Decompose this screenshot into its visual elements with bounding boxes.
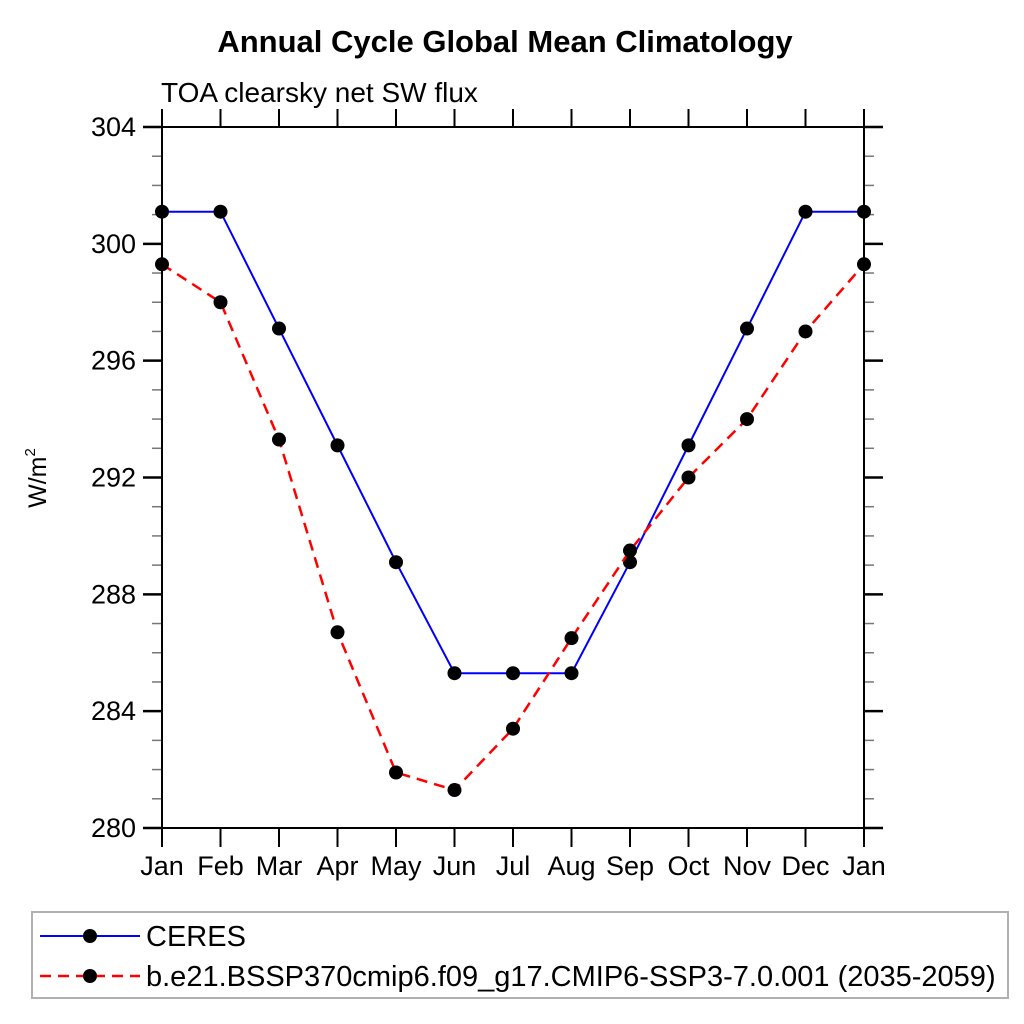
axis-ticks <box>143 109 883 847</box>
data-point-marker <box>681 470 696 485</box>
legend-label-model: b.e21.BSSP370cmip6.f09_g17.CMIP6-SSP3-7.… <box>146 961 996 993</box>
legend-item-model: b.e21.BSSP370cmip6.f09_g17.CMIP6-SSP3-7.… <box>40 961 996 993</box>
data-point-marker <box>798 204 813 219</box>
y-tick-label: 300 <box>91 229 136 259</box>
data-point-marker <box>330 625 345 640</box>
data-point-marker <box>447 783 462 798</box>
data-point-marker <box>740 412 754 427</box>
plot-border <box>161 126 865 829</box>
chart-title: Annual Cycle Global Mean Climatology <box>217 24 793 59</box>
data-point-marker <box>447 666 462 681</box>
plot-frame <box>161 126 865 829</box>
y-tick-label: 292 <box>91 463 136 493</box>
data-point-marker <box>155 204 169 219</box>
data-point-marker <box>506 721 520 736</box>
x-tick-label: Dec <box>781 851 829 881</box>
y-axis-label-base: W/m <box>24 456 52 507</box>
axis-tick-labels: 280 284 288 292 296 300 304 Jan Feb Mar Apr May Jun J… <box>91 112 886 881</box>
x-tick-label: Jan <box>140 851 184 881</box>
data-series <box>155 204 871 798</box>
data-point-marker <box>506 666 520 681</box>
data-point-marker <box>330 438 345 453</box>
data-point-marker <box>389 765 403 780</box>
y-axis-label-exponent: 2 <box>22 448 39 456</box>
data-point-marker <box>389 555 403 570</box>
y-tick-label: 280 <box>91 813 136 843</box>
x-tick-label: Mar <box>256 851 303 881</box>
data-point-marker <box>564 666 579 681</box>
x-tick-label: Sep <box>606 851 654 881</box>
x-tick-label: Jun <box>433 851 477 881</box>
data-point-marker <box>272 321 286 336</box>
x-tick-label: May <box>370 851 422 881</box>
data-point-marker <box>681 438 696 453</box>
data-point-marker <box>857 257 871 272</box>
chart-subtitle: TOA clearsky net SW flux <box>161 77 478 108</box>
data-point-marker <box>564 631 579 646</box>
data-point-marker <box>798 324 813 339</box>
data-point-marker <box>740 321 754 336</box>
x-tick-label: Jan <box>842 851 886 881</box>
legend-box <box>31 911 1009 999</box>
x-tick-label: Aug <box>547 851 595 881</box>
y-tick-label: 288 <box>91 579 136 609</box>
data-point-marker <box>857 204 871 219</box>
legend-label-ceres: CERES <box>146 921 246 953</box>
x-tick-label: Apr <box>316 851 358 881</box>
legend-marker-model-icon <box>83 969 97 983</box>
y-tick-label: 284 <box>91 696 136 726</box>
x-tick-label: Jul <box>496 851 531 881</box>
x-tick-label: Nov <box>723 851 772 881</box>
data-point-marker <box>623 543 637 558</box>
legend-marker-ceres-icon <box>83 929 97 943</box>
y-axis-label: W/m2 <box>22 448 52 508</box>
y-tick-label: 296 <box>91 346 136 376</box>
legend-item-ceres: CERES <box>40 921 246 953</box>
x-tick-label: Oct <box>667 851 710 881</box>
data-point-marker <box>155 257 169 272</box>
data-point-marker <box>213 204 228 219</box>
data-point-marker <box>623 555 637 570</box>
legend: CERES b.e21.BSSP370cmip6.f09_g17.CMIP6-S… <box>31 911 1009 999</box>
x-tick-label: Feb <box>197 851 244 881</box>
series-line-0 <box>162 210 864 675</box>
y-tick-label: 304 <box>91 112 136 142</box>
series-line-1 <box>161 263 865 792</box>
data-point-marker <box>213 295 228 310</box>
data-point-marker <box>272 432 286 447</box>
